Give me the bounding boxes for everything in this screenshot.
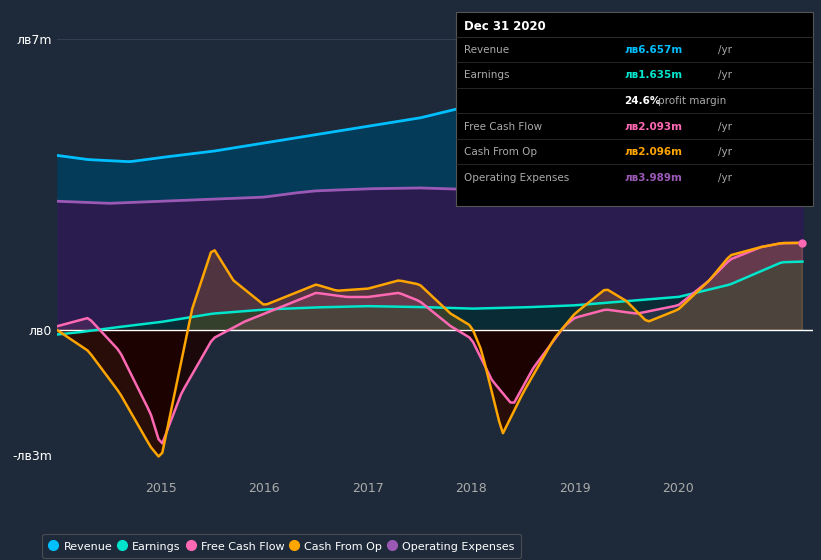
Text: лв2.093m: лв2.093m	[624, 122, 682, 132]
Text: лв3.989m: лв3.989m	[624, 172, 681, 183]
Text: /yr: /yr	[718, 71, 732, 81]
Text: лв6.657m: лв6.657m	[624, 45, 682, 55]
Text: лв2.096m: лв2.096m	[624, 147, 682, 157]
Text: /yr: /yr	[718, 45, 732, 55]
Text: 24.6%: 24.6%	[624, 96, 660, 106]
Text: Revenue: Revenue	[464, 45, 509, 55]
Text: Free Cash Flow: Free Cash Flow	[464, 122, 542, 132]
Text: /yr: /yr	[718, 172, 732, 183]
Text: /yr: /yr	[718, 122, 732, 132]
Legend: Revenue, Earnings, Free Cash Flow, Cash From Op, Operating Expenses: Revenue, Earnings, Free Cash Flow, Cash …	[43, 534, 521, 558]
Text: Earnings: Earnings	[464, 71, 509, 81]
Text: /yr: /yr	[718, 147, 732, 157]
Text: лв1.635m: лв1.635m	[624, 71, 682, 81]
Text: profit margin: profit margin	[658, 96, 727, 106]
Text: Cash From Op: Cash From Op	[464, 147, 537, 157]
Text: Dec 31 2020: Dec 31 2020	[464, 20, 546, 33]
Text: Operating Expenses: Operating Expenses	[464, 172, 569, 183]
